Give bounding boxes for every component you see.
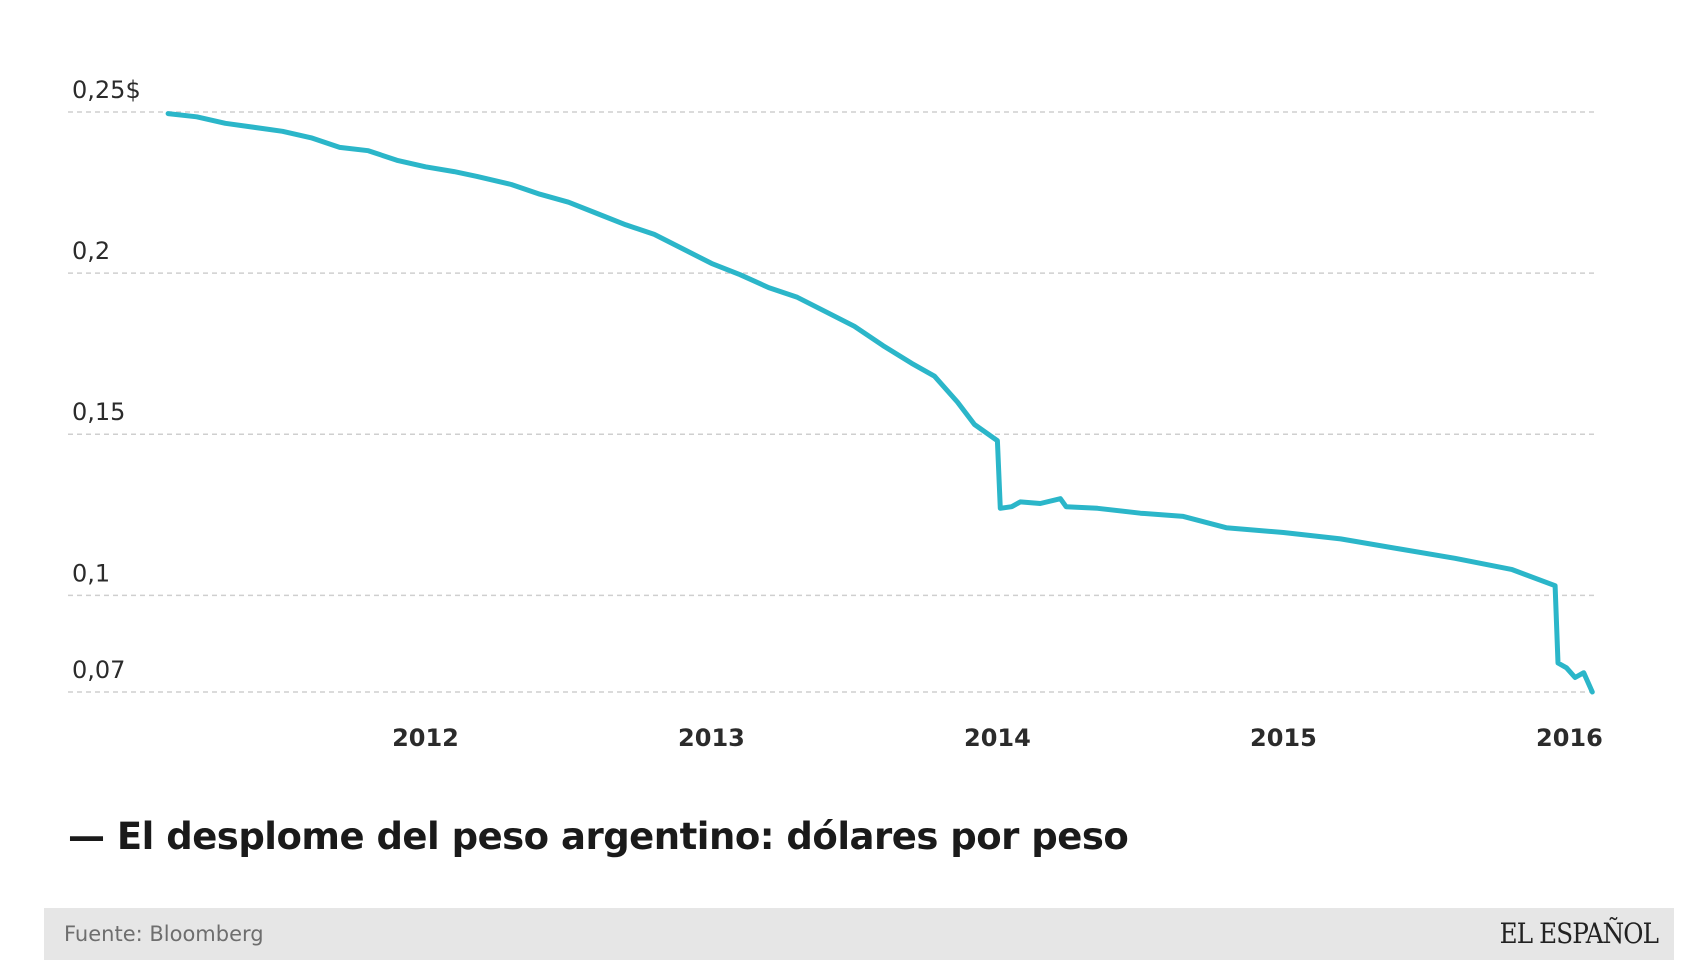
y-axis-tick-labels: 0,25$ 0,2 0,15 0,1 0,07 — [72, 76, 141, 684]
footer-bar: Fuente: Bloomberg EL ESPAÑOL — [44, 908, 1674, 960]
x-tick-label: 2015 — [1250, 724, 1317, 752]
x-tick-label: 2013 — [678, 724, 745, 752]
line-chart: 0,25$ 0,2 0,15 0,1 0,07 2012 2013 2014 2015 2016 — [68, 76, 1603, 752]
x-tick-label: 2012 — [392, 724, 459, 752]
x-tick-label: 2014 — [964, 724, 1031, 752]
source-text: Fuente: Bloomberg — [64, 922, 264, 946]
y-tick-label: 0,1 — [72, 559, 110, 587]
peso-dollar-series-line — [165, 111, 1595, 695]
el-espanol-logo: EL ESPAÑOL — [1499, 917, 1659, 950]
chart-title: — El desplome del peso argentino: dólare… — [68, 815, 1129, 858]
y-tick-label: 0,2 — [72, 237, 110, 265]
y-tick-label: 0,25$ — [72, 76, 141, 104]
x-tick-label: 2016 — [1536, 724, 1603, 752]
y-tick-label: 0,07 — [72, 656, 125, 684]
y-tick-label: 0,15 — [72, 398, 125, 426]
gridlines — [68, 111, 1598, 693]
x-axis-tick-labels: 2012 2013 2014 2015 2016 — [392, 724, 1603, 752]
